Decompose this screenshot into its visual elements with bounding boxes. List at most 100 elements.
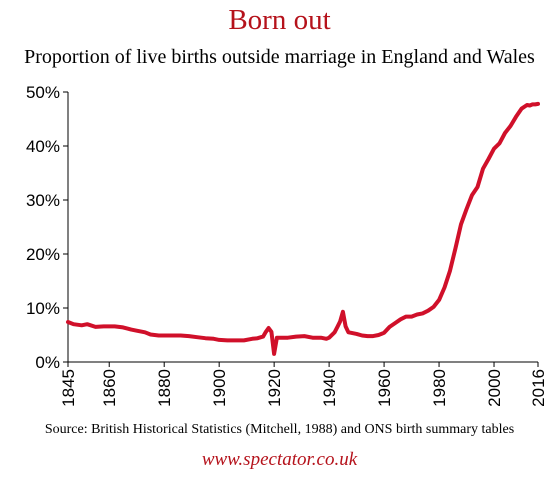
y-tick-label: 20%	[26, 245, 60, 264]
data-point	[341, 310, 344, 313]
data-point	[113, 325, 116, 328]
data-point	[102, 325, 105, 328]
data-point	[465, 208, 468, 211]
data-point	[534, 103, 537, 106]
data-point	[388, 325, 391, 328]
data-point	[347, 331, 350, 334]
x-tick-label: 2000	[485, 369, 504, 407]
x-tick-label: 1920	[265, 369, 284, 407]
data-point	[520, 107, 523, 110]
data-point	[339, 320, 342, 323]
data-point	[471, 194, 474, 197]
data-point	[303, 335, 306, 338]
data-point	[528, 104, 531, 107]
data-point	[251, 337, 254, 340]
website-link[interactable]: www.spectator.co.uk	[201, 449, 358, 470]
data-point	[421, 312, 424, 315]
data-point	[256, 337, 259, 340]
data-point	[531, 103, 534, 106]
x-tick-label: 2016	[529, 369, 548, 407]
data-point	[537, 102, 540, 105]
data-point	[144, 331, 147, 334]
data-point	[130, 328, 133, 331]
data-point	[196, 336, 199, 339]
data-point	[454, 247, 457, 250]
data-point	[311, 336, 314, 339]
data-point	[377, 334, 380, 337]
series-line	[66, 101, 540, 356]
chart-subtitle: Proportion of live births outside marria…	[24, 46, 535, 68]
data-point	[94, 325, 97, 328]
data-point	[438, 298, 441, 301]
data-point	[383, 331, 386, 334]
data-point	[226, 339, 229, 342]
data-point	[526, 104, 529, 107]
data-point	[179, 334, 182, 337]
data-point	[515, 115, 518, 118]
data-point	[157, 334, 160, 337]
data-point	[204, 337, 207, 340]
data-point	[372, 335, 375, 338]
data-point	[163, 334, 166, 337]
data-point	[267, 327, 270, 330]
data-point	[509, 125, 512, 128]
data-point	[218, 338, 221, 341]
data-point	[108, 325, 111, 328]
chart-title: Born out	[228, 4, 331, 36]
data-point	[504, 132, 507, 135]
data-point	[264, 330, 267, 333]
data-point	[80, 324, 83, 327]
data-point	[319, 336, 322, 339]
data-point	[275, 336, 278, 339]
y-axis: 0% 10% 20% 30% 40% 50%	[26, 83, 69, 372]
data-point	[405, 315, 408, 318]
data-point	[171, 334, 174, 337]
data-point	[212, 337, 215, 340]
data-point	[328, 336, 331, 339]
data-point	[399, 318, 402, 321]
x-tick-label: 1880	[155, 369, 174, 407]
x-tick-label: 1845	[59, 369, 78, 407]
data-point	[333, 331, 336, 334]
data-point	[482, 167, 485, 170]
data-point	[498, 142, 501, 145]
data-point	[410, 315, 413, 318]
x-tick-label: 1940	[320, 369, 339, 407]
data-point	[273, 352, 276, 355]
data-point	[449, 269, 452, 272]
y-tick-label: 10%	[26, 299, 60, 318]
data-point	[234, 339, 237, 342]
data-point	[325, 337, 328, 340]
data-point	[270, 330, 273, 333]
data-point	[476, 186, 479, 189]
data-point	[432, 305, 435, 308]
x-tick-label: 1980	[430, 369, 449, 407]
data-point	[394, 322, 397, 325]
data-point	[355, 332, 358, 335]
data-point	[187, 335, 190, 338]
data-point	[122, 326, 125, 329]
x-tick-label: 1900	[210, 369, 229, 407]
data-point	[262, 335, 265, 338]
data-point	[242, 339, 245, 342]
source-note: Source: British Historical Statistics (M…	[44, 422, 515, 437]
x-axis: 1845 1860 1880 1900 1920 1940 1960 1980 2000 2016	[59, 361, 548, 407]
series-group	[66, 101, 540, 356]
data-point	[286, 336, 289, 339]
data-point	[149, 333, 152, 336]
y-tick-label: 40%	[26, 137, 60, 156]
data-point	[86, 323, 89, 326]
y-tick-label: 0%	[35, 353, 60, 372]
data-point	[336, 325, 339, 328]
data-point	[361, 334, 364, 337]
data-point	[487, 158, 490, 161]
data-point	[72, 323, 75, 326]
data-point	[344, 325, 347, 328]
y-tick-label: 50%	[26, 83, 60, 102]
data-point	[278, 336, 281, 339]
data-point	[443, 286, 446, 289]
data-point	[427, 309, 430, 312]
y-tick-label: 30%	[26, 191, 60, 210]
data-point	[350, 331, 353, 334]
